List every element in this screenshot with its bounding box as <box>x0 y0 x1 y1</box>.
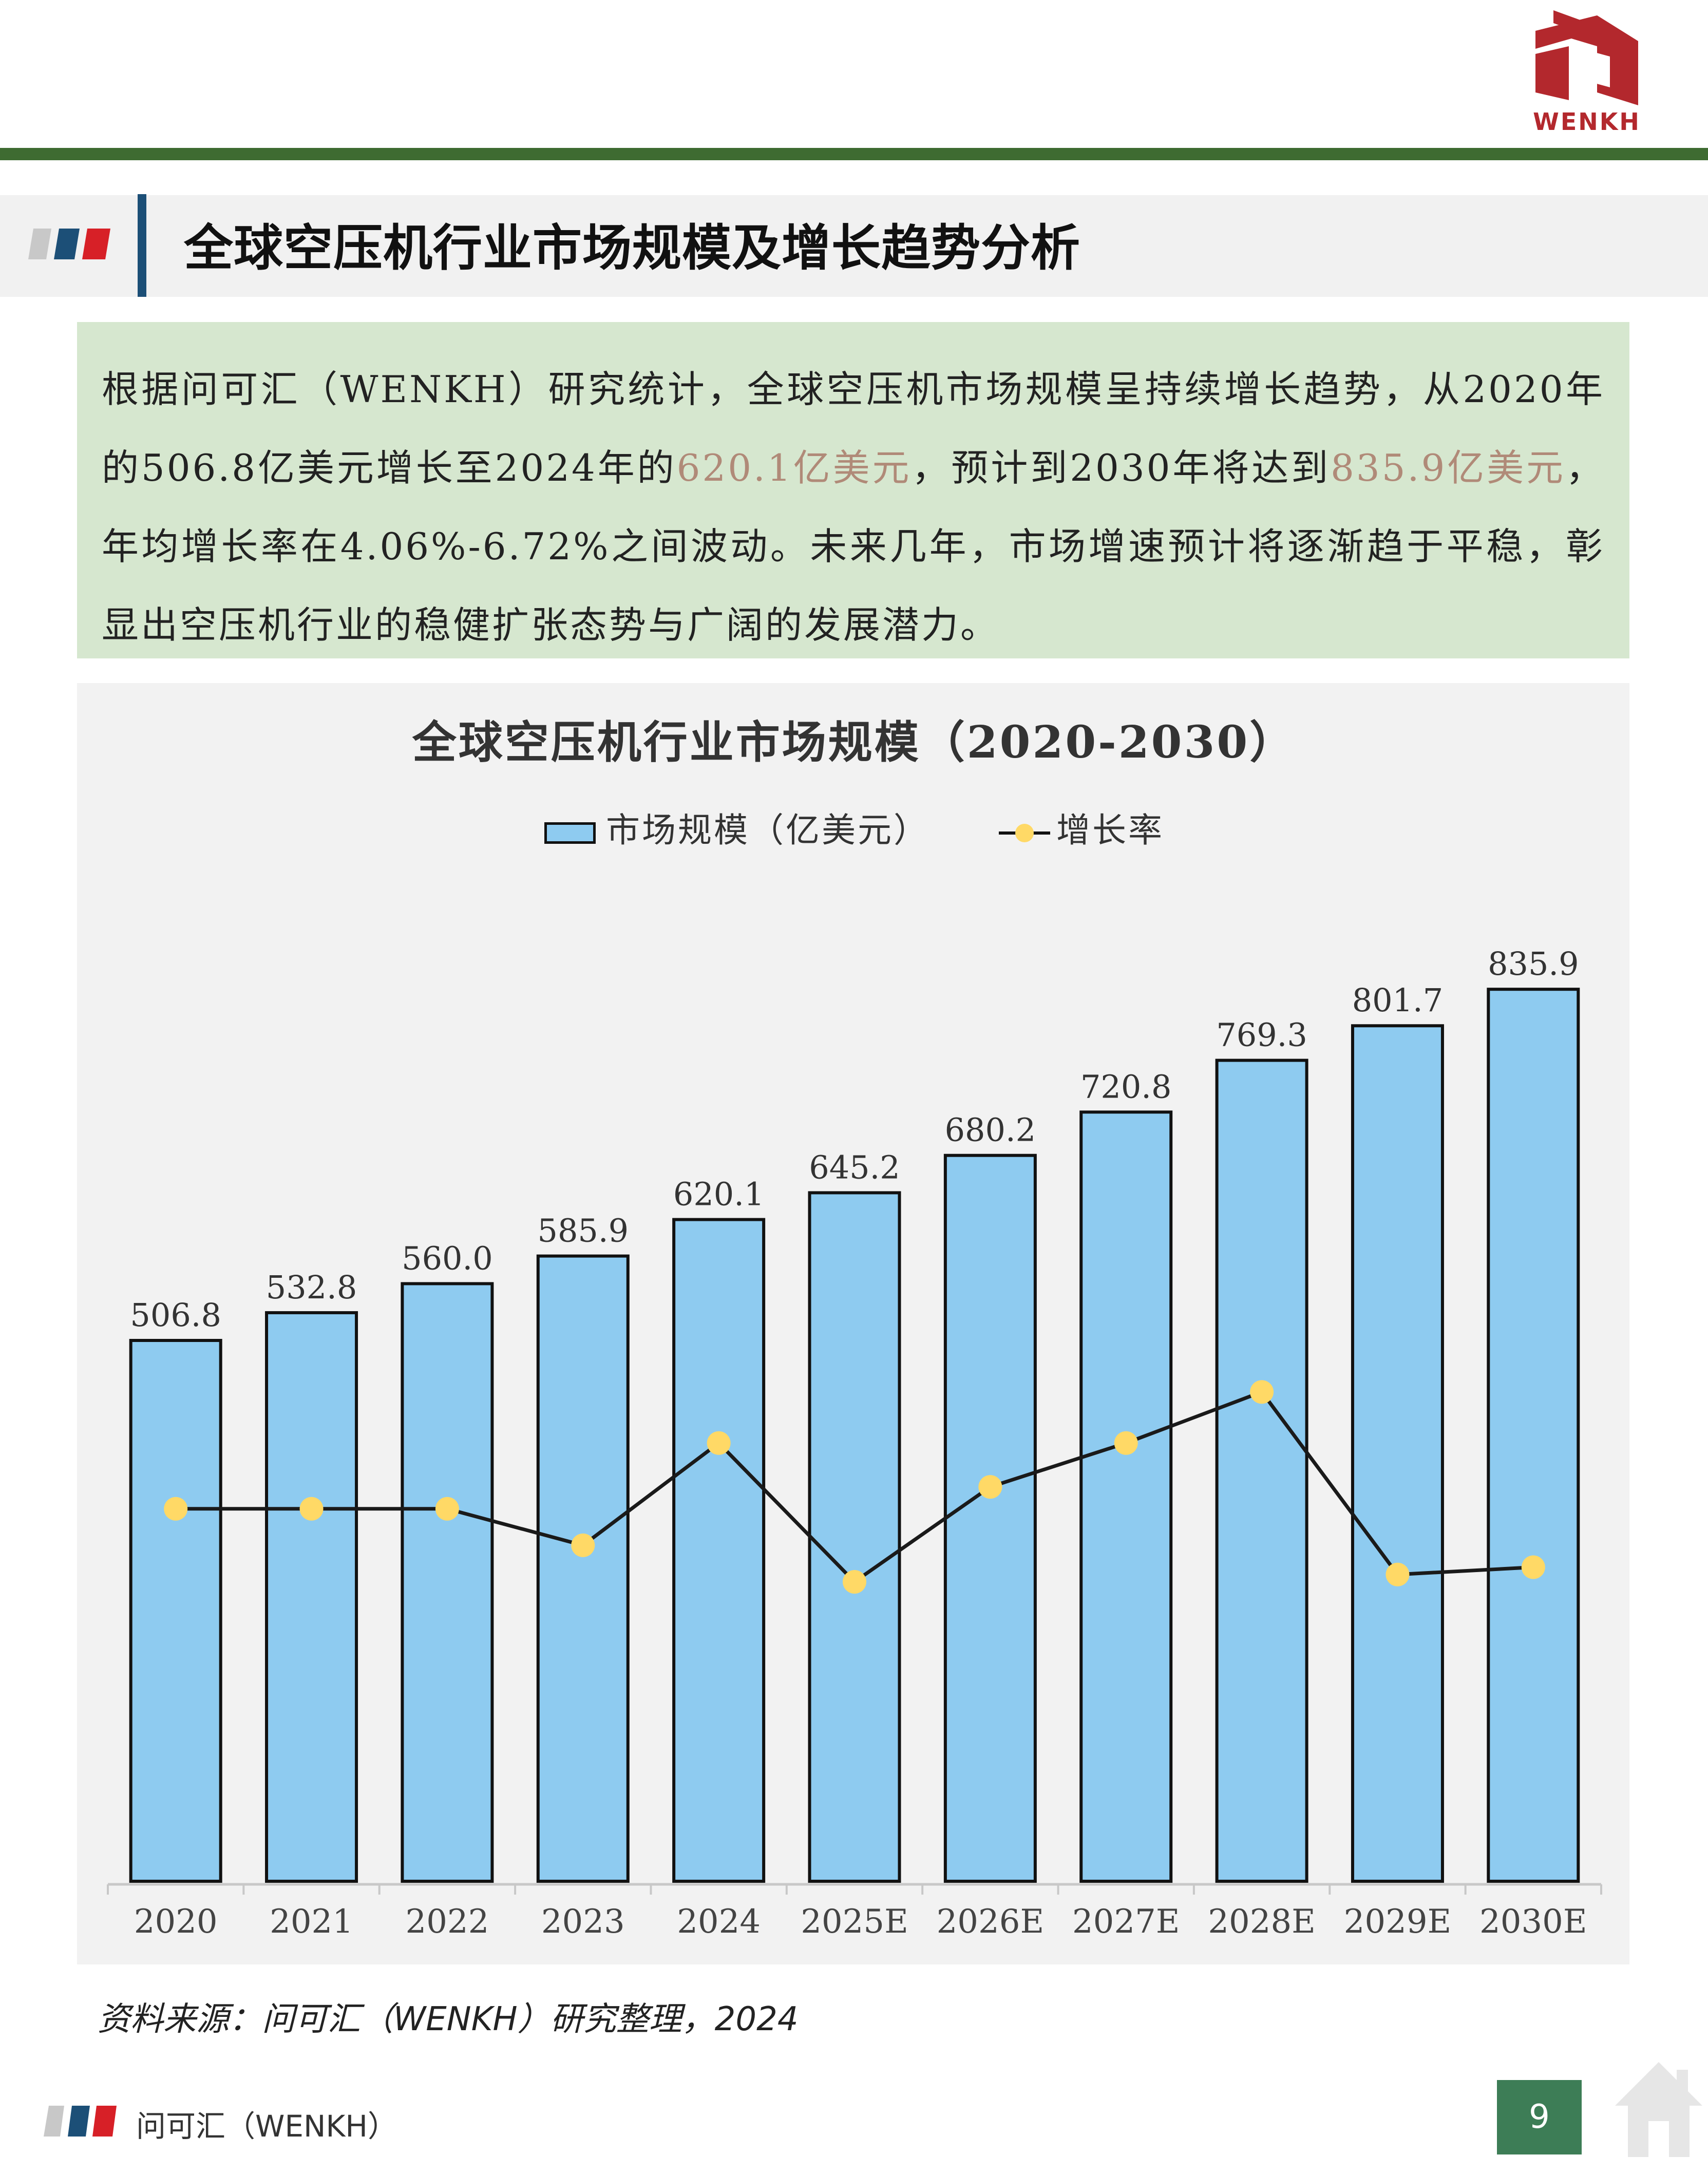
bar-value-label: 720.8 <box>1080 1068 1172 1105</box>
home-icon[interactable] <box>1612 2057 1705 2160</box>
growth-rate-point-2024 <box>707 1431 731 1455</box>
flag-stripes-icon <box>28 229 110 259</box>
section-title-band <box>0 195 1708 297</box>
bar-value-label: 560.0 <box>402 1239 493 1277</box>
bar-2030E <box>1487 988 1580 1883</box>
bar-2023 <box>536 1254 630 1883</box>
logo-mark-icon <box>1535 10 1638 105</box>
section-title: 全球空压机行业市场规模及增长趋势分析 <box>184 219 1080 277</box>
wenkh-logo: WENKH <box>1505 10 1669 136</box>
logo-text: WENKH <box>1533 108 1641 136</box>
growth-rate-point-2021 <box>299 1497 324 1521</box>
title-divider <box>138 194 146 297</box>
bar-value-label: 680.2 <box>945 1111 1036 1149</box>
x-tick-label: 2027E <box>1072 1903 1180 1941</box>
legend-label-growth-rate: 增长率 <box>1056 810 1164 850</box>
header-rule <box>0 148 1708 160</box>
legend-item-growth-rate: 增长率 <box>942 803 1164 852</box>
summary-part-2: ，预计到2030年将达到 <box>912 446 1331 489</box>
bar-2021 <box>265 1311 358 1883</box>
bar-value-label: 769.3 <box>1216 1016 1307 1054</box>
bar-value-label: 620.1 <box>673 1176 765 1213</box>
legend-line-swatch <box>998 824 1050 842</box>
growth-rate-point-2028E <box>1250 1380 1274 1404</box>
bar-2025E <box>808 1191 901 1883</box>
footer-brand: 问可汇（WENKH） <box>136 2109 398 2144</box>
x-tick-label: 2030E <box>1479 1903 1587 1941</box>
bar-2022 <box>401 1282 494 1883</box>
growth-rate-point-2023 <box>571 1533 595 1557</box>
bar-value-label: 585.9 <box>538 1212 629 1250</box>
x-tick-label: 2025E <box>801 1903 908 1941</box>
x-tick-label: 2023 <box>541 1903 625 1941</box>
summary-part-3: ，年均增长率在4.06%-6.72%之间波动。未来几年，市场增速预计将逐渐趋于平… <box>102 446 1605 647</box>
bar-2028E <box>1215 1058 1308 1883</box>
bar-2029E <box>1351 1024 1444 1883</box>
summary-part-1: 根据问可汇（WENKH）研究统计，全球空压机市场规模呈持续增长趋势，从2020年… <box>102 368 1605 489</box>
bar-value-label: 801.7 <box>1352 981 1444 1019</box>
summary-box: 根据问可汇（WENKH）研究统计，全球空压机市场规模呈持续增长趋势，从2020年… <box>77 322 1629 658</box>
x-tick-label: 2029E <box>1344 1903 1452 1941</box>
legend-item-market-size: 市场规模（亿美元） <box>544 803 929 852</box>
growth-rate-point-2029E <box>1386 1562 1410 1586</box>
market-size-chart: 506.8 2020 532.8 2021 560.0 2022 585.9 2023 620.… <box>107 945 1602 1941</box>
growth-rate-point-2027E <box>1114 1431 1138 1455</box>
growth-rate-point-2025E <box>843 1570 866 1594</box>
summary-highlight-2024: 620.1亿美元 <box>676 446 912 489</box>
bar-2024 <box>672 1218 766 1883</box>
bar-2027E <box>1079 1110 1173 1883</box>
bar-2026E <box>943 1154 1037 1883</box>
legend-label-market-size: 市场规模（亿美元） <box>606 810 929 850</box>
summary-text: 根据问可汇（WENKH）研究统计，全球空压机市场规模呈持续增长趋势，从2020年… <box>102 350 1605 665</box>
growth-rate-point-2020 <box>164 1497 188 1521</box>
bar-value-label: 835.9 <box>1488 945 1579 982</box>
footer-flag-stripes-icon <box>44 2106 117 2137</box>
bar-value-label: 506.8 <box>130 1296 221 1334</box>
x-tick-label: 2024 <box>677 1903 761 1941</box>
summary-highlight-2030: 835.9亿美元 <box>1331 446 1566 489</box>
bar-2020 <box>129 1338 222 1883</box>
x-tick-label: 2021 <box>270 1903 353 1941</box>
bar-value-label: 645.2 <box>809 1148 900 1186</box>
x-tick-label: 2022 <box>405 1903 489 1941</box>
x-tick-label: 2028E <box>1208 1903 1316 1941</box>
growth-rate-point-2026E <box>978 1475 1002 1499</box>
chart-title: 全球空压机行业市场规模（2020-2030） <box>412 716 1296 768</box>
growth-rate-point-2030E <box>1521 1555 1545 1579</box>
x-tick-label: 2020 <box>134 1903 218 1941</box>
bar-value-label: 532.8 <box>266 1269 357 1306</box>
growth-rate-point-2022 <box>435 1497 459 1521</box>
legend-bar-swatch <box>544 822 596 844</box>
x-tick-label: 2026E <box>937 1903 1045 1941</box>
page-number: 9 <box>1497 2080 1582 2154</box>
source-note: 资料来源：问可汇（WENKH）研究整理，2024 <box>98 2000 799 2038</box>
chart-legend: 市场规模（亿美元） 增长率 <box>544 803 1164 850</box>
